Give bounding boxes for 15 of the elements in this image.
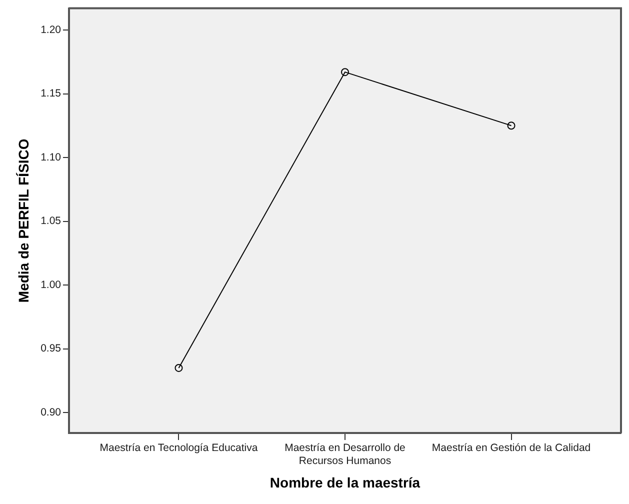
y-axis-title: Media de PERFIL FÍSICO [15,138,32,303]
y-tick-label: 1.05 [40,215,62,228]
point [174,364,183,372]
y-tick-label: 1.15 [40,88,62,100]
point [341,68,349,76]
x-tick-label: Maestría en Tecnología Educativa [100,442,258,454]
x-axis-title: Nombre de la maestría [270,474,420,490]
y-tick-label: 1.00 [40,278,62,291]
y-tick-label: 0.90 [40,406,62,418]
x-tick-label: Maestría en Desarrollo de Recursos Humanos [284,442,406,467]
y-tick-label: 1.20 [40,24,62,36]
y-tick-label: 0.95 [40,342,62,355]
y-tick-label: 1.10 [40,151,62,164]
point [507,122,516,130]
x-tick-label: Maestría en Gestión de la Calidad [432,442,591,454]
